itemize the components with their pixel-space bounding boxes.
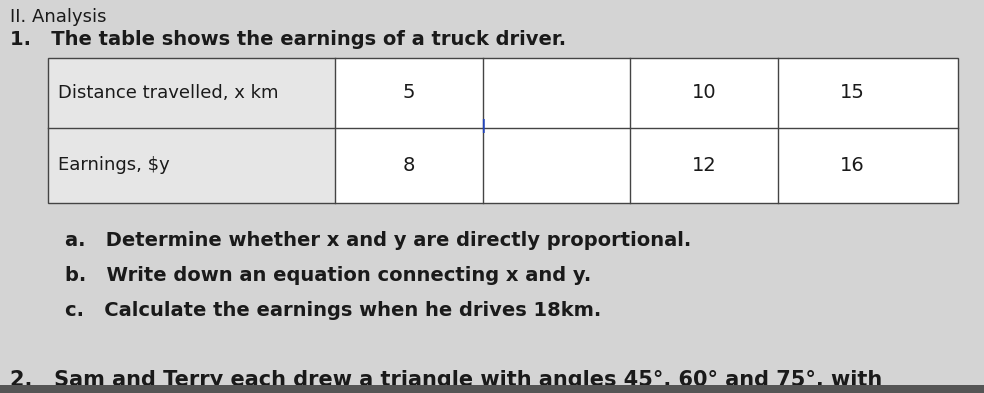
- Text: 8: 8: [402, 156, 415, 175]
- Bar: [48, 58, 335, 203]
- Text: 12: 12: [692, 156, 716, 175]
- Bar: [48, 58, 958, 203]
- Text: Distance travelled, x km: Distance travelled, x km: [58, 84, 278, 102]
- Text: 2.   Sam and Terry each drew a triangle with angles 45°, 60° and 75°, with: 2. Sam and Terry each drew a triangle wi…: [10, 370, 883, 390]
- Bar: [48, 58, 958, 203]
- Text: 1.   The table shows the earnings of a truck driver.: 1. The table shows the earnings of a tru…: [10, 30, 566, 49]
- Text: Earnings, $y: Earnings, $y: [58, 156, 170, 174]
- Bar: [0, 385, 984, 393]
- Text: 15: 15: [839, 83, 865, 102]
- Text: c.   Calculate the earnings when he drives 18km.: c. Calculate the earnings when he drives…: [65, 301, 601, 320]
- Text: II. Analysis: II. Analysis: [10, 8, 106, 26]
- Text: 10: 10: [692, 83, 716, 102]
- Text: 16: 16: [839, 156, 865, 175]
- Text: b.   Write down an equation connecting x and y.: b. Write down an equation connecting x a…: [65, 266, 591, 285]
- Text: 5: 5: [402, 83, 415, 102]
- Text: I: I: [480, 118, 485, 137]
- Text: a.   Determine whether x and y are directly proportional.: a. Determine whether x and y are directl…: [65, 231, 691, 250]
